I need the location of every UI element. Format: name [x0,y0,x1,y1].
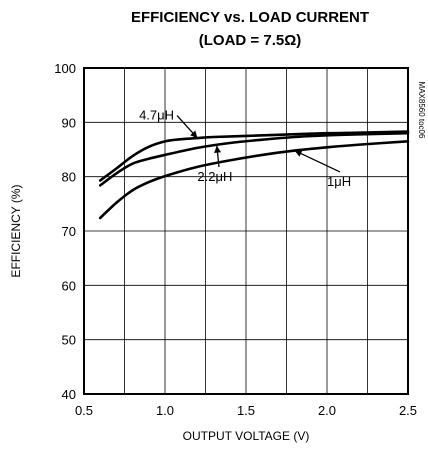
x-axis-label: OUTPUT VOLTAGE (V) [183,429,310,443]
series-label: 2.2μH [197,169,232,184]
y-tick-label: 100 [54,61,76,76]
series-line [98,140,410,220]
x-tick-label: 0.5 [75,403,93,418]
plot-frame [83,67,409,395]
chart-subtitle: (LOAD = 7.5Ω) [199,32,301,49]
series-layer [98,130,410,220]
y-tick-label: 40 [62,387,76,402]
series-line [98,131,410,187]
series-label: 1μH [327,174,351,189]
y-tick-label: 80 [62,170,76,185]
y-tick-label: 50 [62,333,76,348]
x-tick-label: 1.0 [156,403,174,418]
watermark-text: MAX8560 toc06 [417,82,426,139]
x-tick-label: 2.0 [318,403,336,418]
y-tick-label: 60 [62,278,76,293]
arrow-head [294,150,303,157]
arrow-head [214,145,222,154]
annotation-layer: 4.7μH 2.2μH 1μH [139,108,351,189]
y-tick-label: 90 [62,115,76,130]
y-axis-label: EFFICIENCY (%) [9,184,23,277]
annotation-pointer [294,149,341,173]
grid-layer [84,68,408,394]
x-tick-label: 1.5 [237,403,255,418]
series-label: 4.7μH [139,108,174,123]
x-tick-label: 2.5 [399,403,417,418]
y-tick-label: 70 [62,224,76,239]
arrow-head [190,130,198,139]
tick-label-layer: 0.5 1.0 1.5 2.0 2.5 40 50 60 70 80 90 100 [54,61,417,418]
chart-title: EFFICIENCY vs. LOAD CURRENT [131,9,369,26]
